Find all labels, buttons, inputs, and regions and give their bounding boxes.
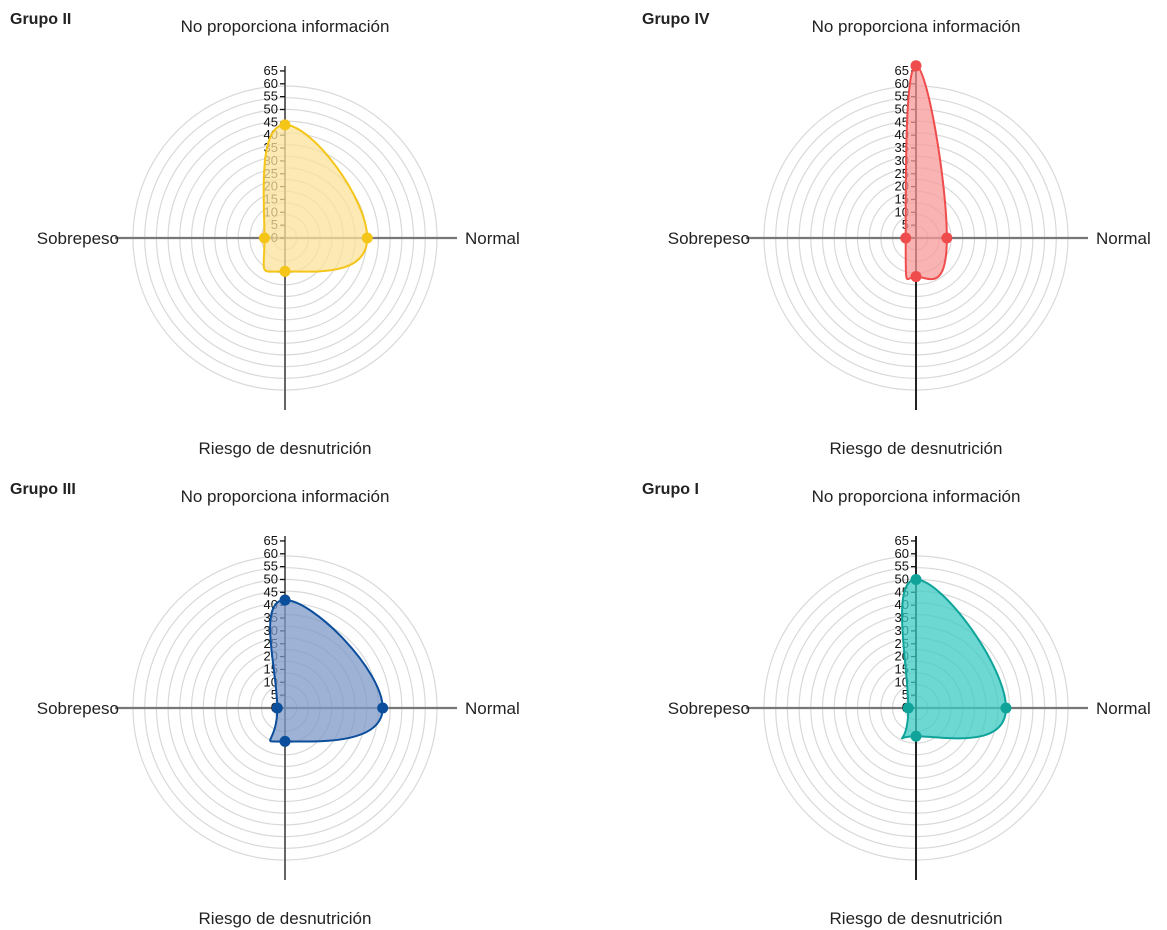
- tick-label: 50: [264, 572, 278, 587]
- axis-label-top: No proporciona información: [812, 487, 1021, 506]
- point-no-info: [910, 60, 922, 72]
- tick-label: 60: [895, 76, 909, 91]
- axis-label-bottom: Riesgo de desnutrición: [830, 909, 1003, 928]
- axis-label-right: Normal: [1096, 229, 1151, 248]
- tick-label: 45: [895, 114, 909, 129]
- axis-label-top: No proporciona información: [181, 17, 390, 36]
- axis-label-right: Normal: [1096, 699, 1151, 718]
- point-sobrepeso: [900, 232, 912, 244]
- radar-panel: 05101520253035404550556065No proporciona…: [642, 481, 1151, 928]
- point-normal: [1000, 702, 1012, 714]
- point-riesgo: [910, 730, 922, 742]
- axis-label-bottom: Riesgo de desnutrición: [199, 439, 372, 458]
- panel-title: Grupo I: [642, 481, 699, 498]
- axis-label-right: Normal: [465, 699, 520, 718]
- tick-label: 45: [264, 584, 278, 599]
- radar-panel: 05101520253035404550556065No proporciona…: [642, 11, 1151, 458]
- axis-label-left: Sobrepeso: [668, 229, 750, 248]
- panel-title: Grupo II: [10, 11, 71, 28]
- panel-title: Grupo III: [10, 481, 76, 498]
- point-riesgo: [279, 265, 291, 277]
- axis-label-left: Sobrepeso: [37, 699, 119, 718]
- radar-panel: 05101520253035404550556065No proporciona…: [10, 481, 520, 928]
- axis-label-top: No proporciona información: [181, 487, 390, 506]
- point-no-info: [279, 594, 291, 606]
- point-riesgo: [279, 735, 291, 747]
- panel-title: Grupo IV: [642, 11, 710, 28]
- tick-label: 65: [895, 533, 909, 548]
- series-area: [269, 599, 384, 743]
- axis-label-left: Sobrepeso: [668, 699, 750, 718]
- point-riesgo: [910, 271, 922, 283]
- point-no-info: [279, 119, 291, 131]
- tick-label: 55: [264, 559, 278, 574]
- tick-label: 65: [264, 533, 278, 548]
- axis-label-bottom: Riesgo de desnutrición: [199, 909, 372, 928]
- point-sobrepeso: [258, 232, 270, 244]
- tick-label: 40: [895, 127, 909, 142]
- tick-label: 45: [264, 114, 278, 129]
- point-normal: [361, 232, 373, 244]
- tick-label: 5: [902, 687, 909, 702]
- tick-label: 50: [264, 102, 278, 117]
- axis-label-bottom: Riesgo de desnutrición: [830, 439, 1003, 458]
- tick-label: 65: [264, 63, 278, 78]
- series-area: [904, 64, 948, 281]
- axis-label-right: Normal: [465, 229, 520, 248]
- tick-label: 10: [895, 674, 909, 689]
- tick-label: 60: [895, 546, 909, 561]
- tick-label: 50: [895, 572, 909, 587]
- axis-label-top: No proporciona información: [812, 17, 1021, 36]
- tick-label: 60: [264, 76, 278, 91]
- tick-label: 5: [271, 687, 278, 702]
- point-sobrepeso: [271, 702, 283, 714]
- point-sobrepeso: [902, 702, 914, 714]
- tick-label: 65: [895, 63, 909, 78]
- series-area: [262, 123, 369, 273]
- point-normal: [941, 232, 953, 244]
- tick-label: 50: [895, 102, 909, 117]
- tick-label: 55: [264, 89, 278, 104]
- axis-label-left: Sobrepeso: [37, 229, 119, 248]
- tick-label: 55: [895, 559, 909, 574]
- point-normal: [377, 702, 389, 714]
- tick-label: 55: [895, 89, 909, 104]
- radar-panel: 05101520253035404550556065No proporciona…: [10, 11, 520, 458]
- point-no-info: [910, 574, 922, 585]
- tick-label: 60: [264, 546, 278, 561]
